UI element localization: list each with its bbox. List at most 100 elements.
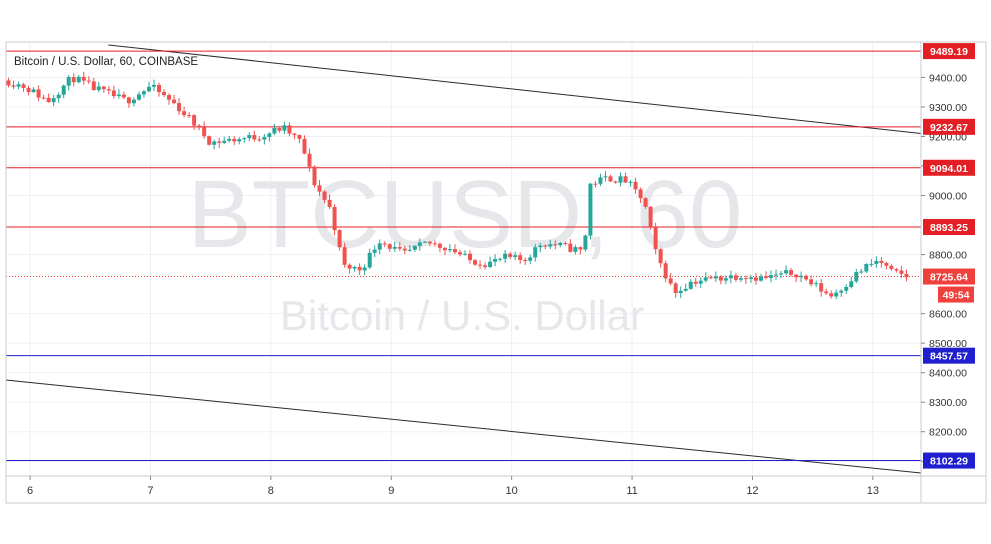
candle-body [457,252,462,255]
candle-body [859,271,864,273]
current-price-label-bg [923,268,975,285]
candle-body [307,153,312,167]
candle-body [312,166,317,186]
trend-line-1[interactable] [108,44,922,135]
candle-body [488,261,493,268]
time-tick-label: 13 [867,485,879,497]
candle-body [412,245,417,250]
candle-body [56,94,61,99]
candle-body [523,259,528,261]
candle-body [101,86,106,90]
candle-body [262,136,267,140]
trend-lines[interactable] [5,44,922,474]
candle-body [347,264,352,269]
candle-body [362,267,367,271]
candle-body [252,135,257,140]
candle-body [342,247,347,265]
candle-body [483,265,488,268]
candle-body [51,98,56,103]
candle-body [157,84,162,93]
candle-body [493,259,498,262]
candle-body [212,141,217,145]
time-tick-label: 12 [746,485,758,497]
candle-body [683,288,688,291]
level-label-8893.25: 8893.25 [930,222,968,234]
candle-body [794,274,799,278]
countdown-label: 49:54 [943,290,970,302]
candle-body [247,135,252,139]
candle-body [162,92,167,96]
candle-body [899,270,904,274]
candle-body [36,89,41,98]
candle-body [317,185,322,192]
candle-body [452,249,457,253]
candle-body [146,86,151,92]
candle-body [327,199,332,207]
time-axis[interactable]: 6 7 8 9 10 11 12 13 [27,476,879,497]
candle-body [743,278,748,280]
candle-body [402,248,407,251]
candle-body [222,140,227,143]
time-tick-label: 10 [506,485,518,497]
candle-body [688,281,693,289]
price-tick-label: 8400.00 [929,368,967,380]
candle-body [116,94,121,97]
candle-body [668,278,673,284]
candle-body [513,255,518,257]
candle-body [553,244,558,246]
candle-body [151,84,156,87]
candle-body [884,263,889,266]
candle-body [849,281,854,288]
level-label-8102.29-bg [923,452,975,469]
candle-body [463,253,468,255]
candle-body [372,249,377,253]
candle-body [41,97,46,99]
candle-body [814,283,819,285]
candle-body [648,206,653,228]
candle-body [854,272,859,282]
candle-body [422,241,427,243]
candle-body [643,198,648,207]
candle-body [558,242,563,246]
candle-body [563,242,568,244]
candle-body [774,274,779,276]
candle-body [136,94,141,100]
candle-body [96,86,101,91]
candle-body [573,247,578,252]
horizontal-lines[interactable] [6,50,921,462]
candle-body [207,136,212,145]
candle-body [131,99,136,104]
candle-body [583,235,588,250]
trend-line-2[interactable] [5,379,922,474]
candle-body [392,246,397,249]
grid [6,42,921,476]
watermark: BTCUSD, 60 Bitcoin / U.S. Dollar [188,161,743,339]
candle-body [121,94,126,98]
candle-body [202,126,207,137]
candle-body [904,273,909,278]
chart-title: Bitcoin / U.S. Dollar, 60, COINBASE [14,56,198,68]
candle-body [242,138,247,140]
candle-body [608,176,613,182]
candle-body [508,253,513,257]
candle-body [302,138,307,154]
candle-body [663,263,668,279]
candle-body [352,266,357,269]
candle-body [367,252,372,268]
candle-body [432,243,437,245]
candle-body [593,183,598,185]
candle-body [538,245,543,248]
candle-body [382,243,387,245]
candle-body [799,275,804,278]
candle-body [31,89,36,93]
candle-body [106,89,111,91]
level-label-8893.25-bg [923,219,975,236]
candle-body [442,247,447,251]
candle-body [819,283,824,292]
candle-body [718,276,723,281]
candle-body [26,87,31,93]
candle-body [588,183,593,236]
price-tick-label: 9400.00 [929,72,967,84]
